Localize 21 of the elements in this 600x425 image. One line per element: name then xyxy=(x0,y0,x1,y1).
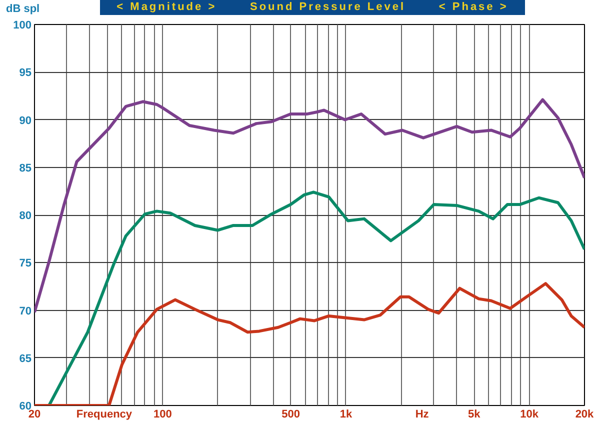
y-tick-label: 85 xyxy=(19,162,32,174)
y-tick-label: 75 xyxy=(19,258,32,270)
chart-title: Sound Pressure Level xyxy=(250,0,406,15)
x-tick-label: 20 xyxy=(28,408,41,420)
x-axis-title: Frequency xyxy=(76,408,133,420)
text: < Phase > xyxy=(438,0,508,15)
text: < Magnitude > xyxy=(116,0,217,15)
y-tick-label: 90 xyxy=(19,114,32,127)
text: Hz xyxy=(415,408,430,420)
x-tick-label: 1k xyxy=(340,408,353,420)
y-tick-label: 65 xyxy=(19,352,32,365)
x-tick-label: 5k xyxy=(468,408,482,420)
x-tick-label: 10k xyxy=(520,408,540,420)
x-tick-label: 500 xyxy=(282,408,300,420)
x-tick-label: 100 xyxy=(153,408,172,420)
y-tick-label: 100 xyxy=(13,20,32,32)
y-tick-label: 70 xyxy=(19,305,32,318)
y-tick-label: 95 xyxy=(19,67,32,80)
y-tick-label: 80 xyxy=(19,210,32,222)
x-tick-label: 20k xyxy=(575,408,595,420)
y-axis-title: dB spl xyxy=(6,2,40,17)
